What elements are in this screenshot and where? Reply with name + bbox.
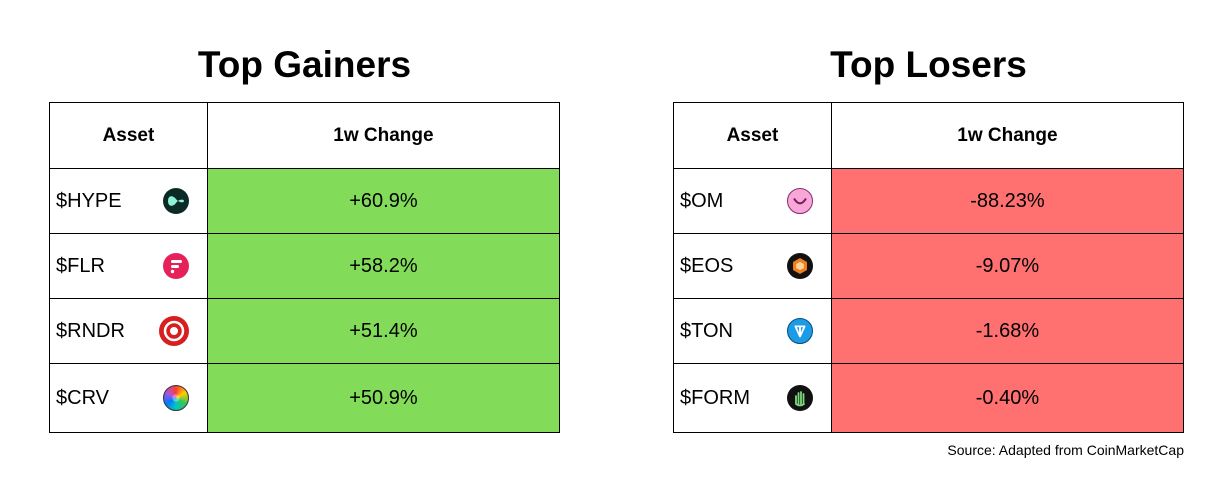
losers-table: Asset 1w Change $OM -88.23% $EOS (673, 102, 1185, 433)
table-row: $CRV +50.9% (49, 363, 561, 433)
change-cell: -9.07% (830, 233, 1185, 299)
change-column-header: 1w Change (830, 102, 1185, 169)
table-header-row: Asset 1w Change (673, 102, 1185, 169)
rndr-icon (158, 316, 189, 346)
eos-icon (786, 253, 813, 279)
asset-cell: $TON (673, 298, 832, 364)
ton-icon (786, 318, 813, 344)
table-row: $EOS -9.07% (673, 233, 1185, 299)
change-cell: -1.68% (830, 298, 1185, 364)
asset-ticker: $OM (680, 189, 724, 212)
asset-cell: $RNDR (49, 298, 208, 364)
change-column-header: 1w Change (206, 102, 561, 169)
source-note: Source: Adapted from CoinMarketCap (947, 442, 1184, 458)
table-row: $OM -88.23% (673, 168, 1185, 234)
table-header-row: Asset 1w Change (49, 102, 561, 169)
change-cell: +51.4% (206, 298, 561, 364)
table-row: $FLR +58.2% (49, 233, 561, 299)
asset-ticker: $FLR (56, 254, 105, 277)
asset-column-header: Asset (49, 102, 208, 169)
asset-cell: $EOS (673, 233, 832, 299)
om-icon (786, 188, 813, 214)
asset-ticker: $HYPE (56, 189, 122, 212)
form-icon (786, 385, 813, 411)
asset-ticker: $FORM (680, 386, 750, 409)
asset-cell: $FLR (49, 233, 208, 299)
flr-icon (162, 253, 189, 279)
table-row: $HYPE +60.9% (49, 168, 561, 234)
asset-ticker: $CRV (56, 386, 109, 409)
asset-cell: $OM (673, 168, 832, 234)
change-cell: +58.2% (206, 233, 561, 299)
gainers-title: Top Gainers (197, 44, 412, 85)
asset-column-header: Asset (673, 102, 832, 169)
crv-icon (162, 385, 189, 411)
table-row: $FORM -0.40% (673, 363, 1185, 433)
gainers-table: Asset 1w Change $HYPE +60.9% $FLR (49, 102, 561, 433)
asset-ticker: $TON (680, 319, 733, 342)
losers-title: Top Losers (830, 44, 1027, 85)
change-cell: -88.23% (830, 168, 1185, 234)
asset-cell: $HYPE (49, 168, 208, 234)
asset-ticker: $EOS (680, 254, 734, 277)
asset-ticker: $RNDR (56, 319, 125, 342)
table-row: $RNDR +51.4% (49, 298, 561, 364)
change-cell: +60.9% (206, 168, 561, 234)
change-cell: -0.40% (830, 363, 1185, 433)
change-cell: +50.9% (206, 363, 561, 433)
hype-icon (162, 188, 189, 214)
asset-cell: $FORM (673, 363, 832, 433)
asset-cell: $CRV (49, 363, 208, 433)
table-row: $TON -1.68% (673, 298, 1185, 364)
